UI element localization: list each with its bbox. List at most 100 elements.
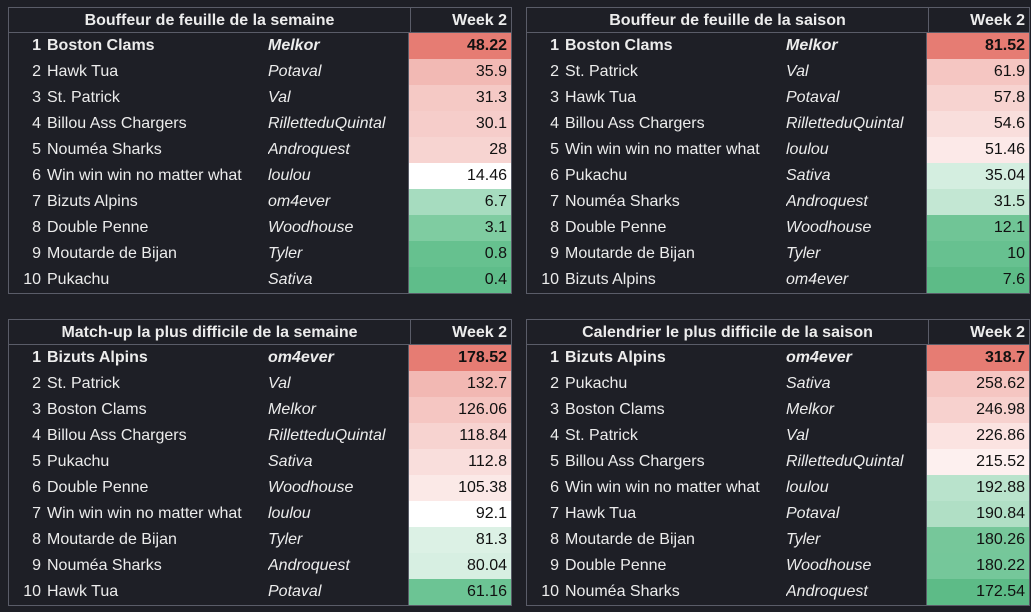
table-row: 5 Pukachu Sativa 112.8 — [9, 449, 511, 475]
rank-cell: 5 — [550, 141, 559, 158]
owner-name-cell: Tyler — [786, 531, 821, 548]
score-value-cell: 14.46 — [408, 163, 511, 189]
team-name-cell: Pukachu — [47, 453, 110, 470]
table-row: 9 Double Penne Woodhouse 180.22 — [527, 553, 1029, 579]
score-value-cell: 7.6 — [926, 267, 1029, 293]
owner-name-cell: Androquest — [786, 193, 868, 210]
rank-cell: 7 — [550, 193, 559, 210]
ranking-table-body: 1 Bizuts Alpins om4ever 178.52 2 St. Patrick V… — [8, 345, 512, 606]
team-name-cell: St. Patrick — [565, 63, 638, 80]
score-value-cell: 118.84 — [408, 423, 511, 449]
rank-cell: 3 — [550, 401, 559, 418]
team-name-cell: St. Patrick — [565, 427, 638, 444]
rank-cell: 10 — [541, 583, 559, 600]
score-value-cell: 10 — [926, 241, 1029, 267]
team-name-cell: Moutarde de Bijan — [47, 531, 177, 548]
owner-name-cell: om4ever — [786, 349, 852, 366]
table-row: 1 Bizuts Alpins om4ever 318.7 — [527, 345, 1029, 371]
team-name-cell: Moutarde de Bijan — [47, 245, 177, 262]
team-name-cell: Pukachu — [565, 167, 628, 184]
score-value-cell: 35.04 — [926, 163, 1029, 189]
week-column-header: Week 2 — [970, 324, 1025, 341]
table-row: 8 Double Penne Woodhouse 3.1 — [9, 215, 511, 241]
rank-cell: 5 — [32, 453, 41, 470]
table-row: 7 Nouméa Sharks Androquest 31.5 — [527, 189, 1029, 215]
owner-name-cell: Sativa — [786, 167, 831, 184]
score-value-cell: 112.8 — [408, 449, 511, 475]
table-row: 10 Hawk Tua Potaval 61.16 — [9, 579, 511, 605]
rank-cell: 10 — [23, 583, 41, 600]
score-value-cell: 61.16 — [408, 579, 511, 605]
owner-name-cell: Melkor — [786, 401, 835, 418]
owner-name-cell: RilletteduQuintal — [786, 453, 904, 470]
team-name-cell: Boston Clams — [565, 37, 673, 54]
rank-cell: 2 — [32, 375, 41, 392]
table-row: 6 Pukachu Sativa 35.04 — [527, 163, 1029, 189]
team-name-cell: Billou Ass Chargers — [47, 427, 187, 444]
owner-name-cell: Woodhouse — [268, 219, 354, 236]
rank-cell: 1 — [32, 349, 41, 366]
panel-title: Calendrier le plus difficile de la saiso… — [527, 320, 929, 344]
table-row: 5 Billou Ass Chargers RilletteduQuintal 215… — [527, 449, 1029, 475]
rank-cell: 3 — [32, 401, 41, 418]
table-row: 5 Win win win no matter what loulou 51.46 — [527, 137, 1029, 163]
score-value-cell: 92.1 — [408, 501, 511, 527]
owner-name-cell: loulou — [786, 141, 829, 158]
team-name-cell: Billou Ass Chargers — [47, 115, 187, 132]
owner-name-cell: Potaval — [786, 505, 840, 522]
score-value-cell: 0.4 — [408, 267, 511, 293]
owner-name-cell: Woodhouse — [268, 479, 354, 496]
team-name-cell: Hawk Tua — [47, 63, 119, 80]
table-row: 1 Boston Clams Melkor 48.22 — [9, 33, 511, 59]
score-value-cell: 318.7 — [926, 345, 1029, 371]
score-value-cell: 172.54 — [926, 579, 1029, 605]
score-value-cell: 81.3 — [408, 527, 511, 553]
week-column-header: Week 2 — [970, 12, 1025, 29]
table-row: 2 St. Patrick Val 61.9 — [527, 59, 1029, 85]
score-value-cell: 258.62 — [926, 371, 1029, 397]
owner-name-cell: Melkor — [268, 401, 317, 418]
rank-cell: 4 — [550, 115, 559, 132]
owner-name-cell: Potaval — [268, 583, 322, 600]
score-value-cell: 35.9 — [408, 59, 511, 85]
team-name-cell: Hawk Tua — [565, 505, 637, 522]
table-row: 8 Moutarde de Bijan Tyler 81.3 — [9, 527, 511, 553]
rank-cell: 9 — [32, 245, 41, 262]
team-name-cell: Win win win no matter what — [565, 479, 760, 496]
owner-name-cell: loulou — [268, 505, 311, 522]
ranking-table-body: 1 Boston Clams Melkor 81.52 2 St. Patrick Val 6… — [526, 33, 1030, 294]
panel-header: Calendrier le plus difficile de la saiso… — [526, 319, 1030, 345]
score-value-cell: 105.38 — [408, 475, 511, 501]
score-value-cell: 12.1 — [926, 215, 1029, 241]
table-row: 4 St. Patrick Val 226.86 — [527, 423, 1029, 449]
table-row: 9 Moutarde de Bijan Tyler 0.8 — [9, 241, 511, 267]
owner-name-cell: Val — [786, 63, 809, 80]
rank-cell: 7 — [550, 505, 559, 522]
rank-cell: 8 — [550, 531, 559, 548]
owner-name-cell: Val — [268, 89, 291, 106]
owner-name-cell: om4ever — [786, 271, 849, 288]
rank-cell: 2 — [550, 375, 559, 392]
rank-cell: 7 — [32, 193, 41, 210]
team-name-cell: Moutarde de Bijan — [565, 531, 695, 548]
team-name-cell: Bizuts Alpins — [47, 349, 148, 366]
panel-weekly-hardest-matchup: Match-up la plus difficile de la semaine… — [8, 319, 512, 606]
rank-cell: 9 — [550, 557, 559, 574]
table-row: 6 Double Penne Woodhouse 105.38 — [9, 475, 511, 501]
panel-header: Match-up la plus difficile de la semaine… — [8, 319, 512, 345]
table-row: 3 Hawk Tua Potaval 57.8 — [527, 85, 1029, 111]
rank-cell: 6 — [550, 167, 559, 184]
team-name-cell: Bizuts Alpins — [47, 193, 138, 210]
panel-title: Bouffeur de feuille de la saison — [527, 8, 929, 32]
owner-name-cell: RilletteduQuintal — [268, 115, 386, 132]
team-name-cell: Win win win no matter what — [565, 141, 760, 158]
table-row: 10 Bizuts Alpins om4ever 7.6 — [527, 267, 1029, 293]
team-name-cell: Win win win no matter what — [47, 167, 242, 184]
owner-name-cell: Sativa — [786, 375, 831, 392]
rank-cell: 3 — [32, 89, 41, 106]
team-name-cell: Double Penne — [565, 557, 667, 574]
rank-cell: 10 — [541, 271, 559, 288]
rank-cell: 8 — [550, 219, 559, 236]
rank-cell: 2 — [550, 63, 559, 80]
table-row: 7 Win win win no matter what loulou 92.1 — [9, 501, 511, 527]
